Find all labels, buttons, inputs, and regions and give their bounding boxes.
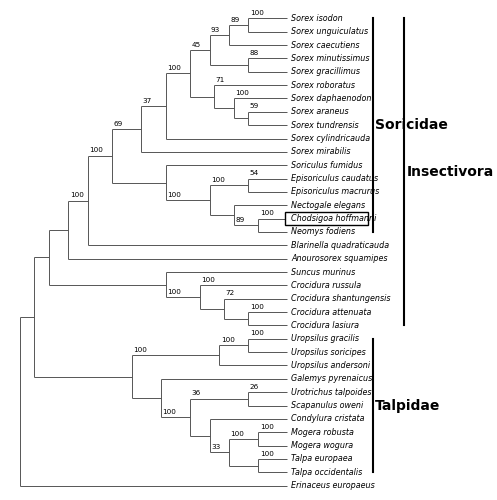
Text: 33: 33 xyxy=(211,444,220,450)
Text: Crocidura russula: Crocidura russula xyxy=(291,281,361,290)
Text: 89: 89 xyxy=(236,217,245,223)
Text: Chodsigoa hoffmanni: Chodsigoa hoffmanni xyxy=(291,214,377,223)
Text: Crocidura lasiura: Crocidura lasiura xyxy=(291,321,359,330)
Text: 100: 100 xyxy=(70,192,83,198)
Text: 100: 100 xyxy=(211,177,225,183)
Text: 89: 89 xyxy=(231,16,240,22)
Text: Nectogale elegans: Nectogale elegans xyxy=(291,201,365,210)
Text: 72: 72 xyxy=(226,290,235,296)
Text: Crocidura shantungensis: Crocidura shantungensis xyxy=(291,294,391,303)
Text: Sorex caecutiens: Sorex caecutiens xyxy=(291,40,360,50)
Text: Sorex gracillimus: Sorex gracillimus xyxy=(291,68,360,76)
Text: 100: 100 xyxy=(221,337,235,343)
Text: Sorex isodon: Sorex isodon xyxy=(291,14,343,23)
Text: 100: 100 xyxy=(231,430,245,436)
Text: 100: 100 xyxy=(167,192,181,198)
Text: Mogera wogura: Mogera wogura xyxy=(291,441,353,450)
Text: 100: 100 xyxy=(201,277,215,283)
Text: Soricidae: Soricidae xyxy=(375,118,448,132)
Text: 69: 69 xyxy=(114,120,123,126)
Text: Sorex araneus: Sorex araneus xyxy=(291,108,349,116)
Text: 45: 45 xyxy=(191,42,201,48)
Text: Suncus murinus: Suncus murinus xyxy=(291,268,356,276)
Text: Crocidura attenuata: Crocidura attenuata xyxy=(291,308,372,316)
Text: 88: 88 xyxy=(250,50,259,56)
Text: Sorex mirabilis: Sorex mirabilis xyxy=(291,148,351,156)
Text: 100: 100 xyxy=(236,90,249,96)
Text: Episoriculus caudatus: Episoriculus caudatus xyxy=(291,174,379,183)
Text: 100: 100 xyxy=(167,288,181,294)
Text: Uropsilus soricipes: Uropsilus soricipes xyxy=(291,348,366,356)
Text: 54: 54 xyxy=(250,170,259,176)
Text: Talpa occidentalis: Talpa occidentalis xyxy=(291,468,363,477)
Text: Sorex roboratus: Sorex roboratus xyxy=(291,80,355,90)
Text: Uropsilus gracilis: Uropsilus gracilis xyxy=(291,334,359,344)
Text: Sorex minutissimus: Sorex minutissimus xyxy=(291,54,370,63)
Text: 100: 100 xyxy=(260,210,273,216)
Text: Sorex daphaenodon: Sorex daphaenodon xyxy=(291,94,372,103)
Text: Sorex unguiculatus: Sorex unguiculatus xyxy=(291,27,368,36)
Text: 26: 26 xyxy=(250,384,259,390)
Text: 100: 100 xyxy=(250,304,264,310)
Text: Anourosorex squamipes: Anourosorex squamipes xyxy=(291,254,388,263)
Text: 100: 100 xyxy=(163,409,176,415)
Text: Talpa europaea: Talpa europaea xyxy=(291,454,353,464)
Text: Scapanulus oweni: Scapanulus oweni xyxy=(291,401,364,410)
Text: Condylura cristata: Condylura cristata xyxy=(291,414,365,424)
Text: Sorex tundrensis: Sorex tundrensis xyxy=(291,120,359,130)
Text: Erinaceus europaeus: Erinaceus europaeus xyxy=(291,481,375,490)
Text: Galemys pyrenaicus: Galemys pyrenaicus xyxy=(291,374,373,384)
Text: 100: 100 xyxy=(260,450,273,456)
Text: Episoriculus macrurus: Episoriculus macrurus xyxy=(291,188,380,196)
Text: 100: 100 xyxy=(250,330,264,336)
Text: 93: 93 xyxy=(211,26,220,32)
Text: Sorex cylindricauda: Sorex cylindricauda xyxy=(291,134,370,143)
Text: Insectivora: Insectivora xyxy=(407,165,494,179)
Text: Talpidae: Talpidae xyxy=(375,398,440,412)
Text: Urotrichus talpoides: Urotrichus talpoides xyxy=(291,388,372,396)
Text: 37: 37 xyxy=(143,98,152,103)
Text: 100: 100 xyxy=(250,10,264,16)
Text: Mogera robusta: Mogera robusta xyxy=(291,428,354,436)
Text: 100: 100 xyxy=(260,424,273,430)
Text: Soriculus fumidus: Soriculus fumidus xyxy=(291,160,363,170)
FancyBboxPatch shape xyxy=(285,212,368,225)
Text: 36: 36 xyxy=(191,390,201,396)
Text: Blarinella quadraticauda: Blarinella quadraticauda xyxy=(291,241,390,250)
Text: 71: 71 xyxy=(216,76,225,82)
Text: 100: 100 xyxy=(133,347,147,353)
Text: 59: 59 xyxy=(250,104,259,110)
Text: 100: 100 xyxy=(89,148,103,154)
Text: Neomys fodiens: Neomys fodiens xyxy=(291,228,355,236)
Text: 100: 100 xyxy=(167,65,181,71)
Text: Uropsilus andersoni: Uropsilus andersoni xyxy=(291,361,370,370)
